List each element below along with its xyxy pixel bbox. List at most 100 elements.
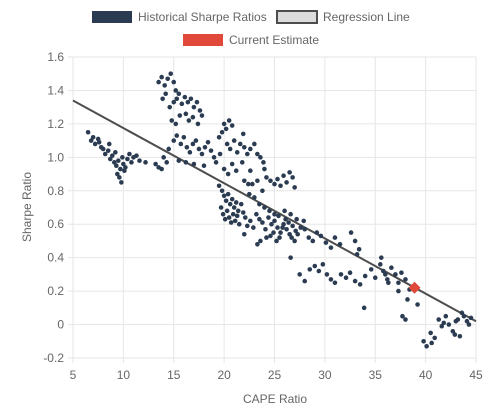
historical-point [377, 262, 383, 267]
historical-point [162, 83, 167, 88]
historical-point [314, 230, 320, 235]
historical-point [277, 235, 282, 240]
historical-point [443, 313, 449, 319]
historical-point [264, 175, 269, 180]
historical-point [381, 268, 386, 274]
x-axis-title: CAPE Ratio [243, 392, 307, 406]
historical-point [113, 150, 118, 155]
historical-point [120, 155, 125, 160]
historical-point [292, 238, 297, 244]
historical-point [199, 151, 205, 157]
y-tick-label: 1.0 [47, 150, 64, 164]
historical-point [446, 322, 452, 327]
historical-point [221, 166, 227, 172]
historical-point [107, 156, 113, 162]
regression-line [72, 99, 477, 323]
historical-point [356, 247, 362, 252]
legend-label-regression: Regression Line [323, 10, 410, 24]
historical-point [127, 151, 132, 157]
historical-point [217, 151, 223, 157]
historical-point [219, 188, 225, 194]
historical-point [328, 245, 334, 250]
legend-item-current[interactable]: Current Estimate [183, 33, 319, 47]
historical-point [224, 141, 230, 147]
historical-point [171, 138, 177, 143]
y-tick-label: 1.6 [47, 50, 64, 64]
y-tick-label: 0.4 [47, 251, 64, 265]
historical-point [182, 94, 188, 100]
x-tick-label: 35 [369, 368, 383, 382]
historical-point [393, 272, 398, 277]
historical-point [338, 272, 344, 277]
legend-item-regression[interactable]: Regression Line [276, 10, 410, 24]
historical-point [354, 252, 360, 257]
historical-point [220, 211, 226, 217]
historical-point [234, 150, 240, 155]
legend-item-historical[interactable]: Historical Sharpe Ratios [92, 10, 267, 24]
historical-point [185, 99, 191, 105]
historical-point [455, 317, 461, 322]
historical-point [400, 313, 405, 319]
historical-point [226, 215, 232, 220]
historical-point [316, 268, 322, 274]
historical-point [258, 238, 263, 244]
historical-point [105, 148, 111, 153]
historical-point [441, 320, 447, 326]
historical-point [255, 241, 260, 247]
historical-point [267, 208, 272, 214]
historical-point [159, 74, 164, 80]
historical-point [452, 332, 458, 337]
historical-point [234, 213, 240, 219]
historical-point [320, 262, 326, 267]
historical-point [116, 158, 121, 163]
historical-point [262, 166, 267, 172]
historical-point [241, 231, 247, 237]
historical-point [184, 145, 190, 150]
legend: Historical Sharpe Ratios Regression Line… [92, 10, 410, 47]
historical-point [174, 96, 180, 102]
historical-point [260, 220, 265, 225]
historical-point [193, 138, 199, 143]
historical-point [286, 220, 291, 225]
historical-point [229, 196, 235, 202]
historical-point [399, 270, 404, 276]
historical-point [176, 158, 182, 163]
historical-point [228, 220, 234, 225]
historical-point [183, 111, 189, 117]
historical-point [161, 155, 166, 160]
historical-point [288, 255, 293, 260]
historical-point [241, 178, 247, 184]
historical-point [160, 96, 165, 102]
historical-point [205, 139, 211, 145]
historical-point [276, 213, 281, 219]
legend-swatch-current [183, 34, 223, 46]
historical-point [211, 155, 217, 160]
historical-point [176, 91, 182, 97]
historical-point [432, 335, 437, 341]
historical-point [186, 118, 192, 123]
historical-point [280, 225, 285, 230]
historical-point [352, 238, 358, 244]
historical-point [173, 88, 179, 93]
historical-point [237, 141, 243, 147]
historical-point [294, 216, 299, 222]
historical-point [424, 343, 429, 349]
x-tick-label: 25 [268, 368, 282, 382]
historical-point [216, 183, 222, 189]
historical-point [383, 272, 388, 277]
historical-point [264, 235, 269, 240]
historical-point [219, 129, 225, 135]
historical-point [281, 173, 286, 179]
historical-point [88, 138, 94, 143]
historical-point [255, 178, 260, 184]
historical-point [199, 113, 205, 118]
historical-point [221, 121, 227, 127]
historical-point [396, 280, 401, 286]
historical-point [271, 230, 276, 235]
historical-point [288, 211, 293, 217]
current-estimate-point [408, 281, 421, 294]
historical-point [216, 134, 222, 140]
historical-point [403, 317, 408, 322]
historical-point [227, 146, 233, 152]
historical-point [261, 160, 266, 165]
